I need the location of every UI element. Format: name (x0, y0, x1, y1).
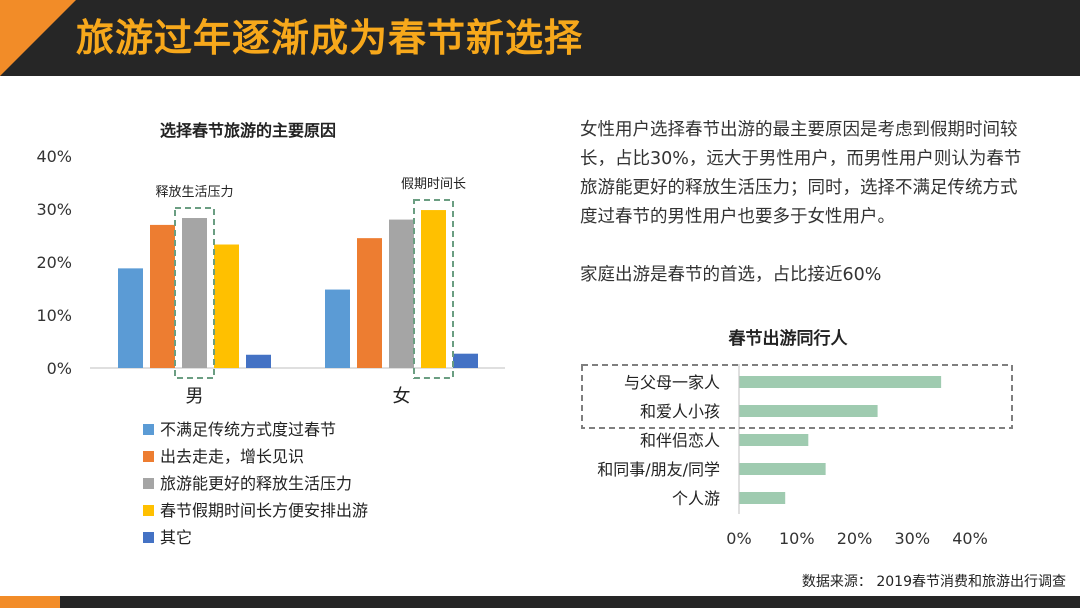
x-category-label: 女 (393, 386, 411, 407)
bar (739, 376, 942, 388)
y-category-label: 个人游 (672, 489, 720, 508)
legend-swatch (143, 451, 154, 462)
bar (150, 224, 175, 368)
bar (118, 268, 143, 368)
annotation-label: 释放生活压力 (155, 185, 233, 200)
x-category-label: 男 (186, 386, 204, 407)
page-title: 旅游过年逐渐成为春节新选择 (76, 16, 584, 60)
legend-label: 其它 (160, 528, 192, 547)
bar (739, 405, 878, 417)
chart-title: 选择春节旅游的主要原因 (160, 121, 336, 140)
legend-label: 不满足传统方式度过春节 (160, 420, 336, 439)
highlight-box (413, 199, 454, 379)
legend-label: 出去走走，增长见识 (160, 447, 304, 466)
legend-swatch (143, 505, 154, 516)
bar (453, 353, 478, 368)
reasons-chart: 选择春节旅游的主要原因 0% 10% 20% 30% 40% 男 女 释放生活压力 假期时间长不满… (36, 121, 505, 547)
bar (739, 492, 786, 504)
x-tick-label: 10% (779, 529, 815, 548)
y-tick-label: 0% (47, 359, 72, 378)
bar (389, 219, 414, 368)
data-source: 数据来源： 2019春节消费和旅游出行调查 (801, 574, 1066, 590)
bar (739, 463, 826, 475)
y-category-label: 和同事/朋友/同学 (597, 460, 720, 479)
annotation-label: 假期时间长 (401, 177, 466, 192)
x-tick-label: 0% (726, 529, 751, 548)
y-tick-label: 40% (36, 147, 72, 166)
x-tick-label: 40% (952, 529, 988, 548)
bar (325, 289, 350, 368)
bar (182, 218, 207, 368)
bar (246, 354, 271, 368)
legend-swatch (143, 532, 154, 543)
header-accent (0, 0, 76, 76)
bar (357, 238, 382, 368)
y-tick-label: 30% (36, 200, 72, 219)
x-tick-label: 20% (837, 529, 873, 548)
legend-swatch (143, 424, 154, 435)
x-tick-label: 30% (894, 529, 930, 548)
highlight-box (174, 207, 215, 380)
chart-title: 春节出游同行人 (729, 328, 849, 349)
legend-label: 春节假期时间长方便安排出游 (160, 501, 368, 520)
footer-accent (0, 596, 60, 608)
bar (214, 244, 239, 368)
legend-label: 旅游能更好的释放生活压力 (160, 474, 352, 493)
y-tick-label: 20% (36, 253, 72, 272)
legend-swatch (143, 478, 154, 489)
y-category-label: 和伴侣恋人 (640, 431, 720, 450)
y-category-label: 和爱人小孩 (640, 402, 720, 421)
description-paragraph-2: 家庭出游是春节的首选，占比接近60% (580, 265, 882, 285)
bar (739, 434, 809, 446)
description: 女性用户选择春节出游的最主要原因是考虑到假期时间较长，占比30%，远大于男性用户… (580, 116, 1025, 290)
y-tick-label: 10% (36, 306, 72, 325)
y-category-label: 与父母一家人 (624, 373, 720, 392)
footer-bar (0, 596, 1080, 608)
description-paragraph-1: 女性用户选择春节出游的最主要原因是考虑到假期时间较长，占比30%，远大于男性用户… (580, 120, 1022, 227)
header-bar (0, 0, 1080, 76)
highlight-box (581, 364, 1013, 429)
bar (421, 210, 446, 368)
